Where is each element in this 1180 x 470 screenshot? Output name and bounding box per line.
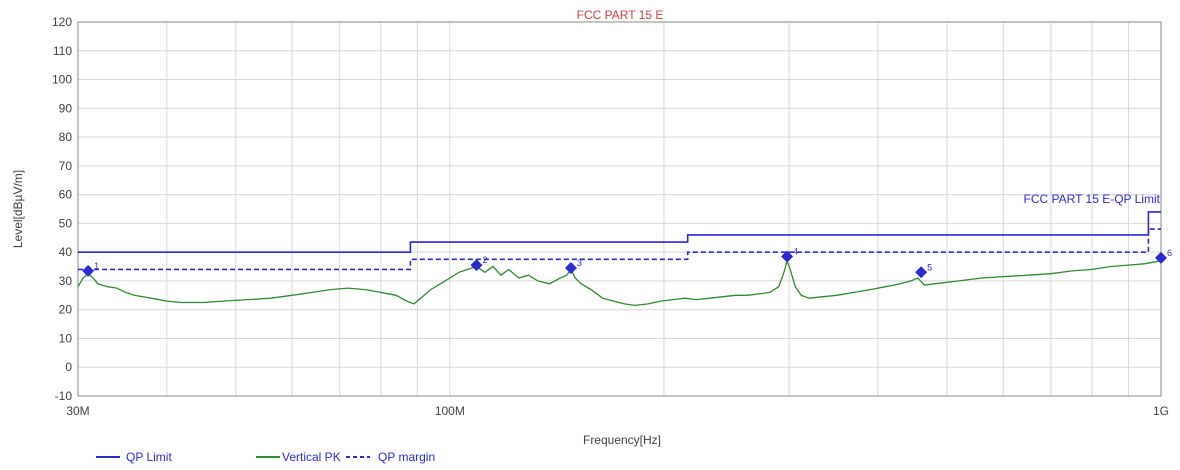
x-tick-label: 100M <box>435 404 465 418</box>
y-tick-label: 90 <box>59 101 73 115</box>
y-tick-label: -10 <box>55 389 73 403</box>
y-tick-label: 20 <box>59 303 73 317</box>
peak-marker-label: 4 <box>793 246 798 256</box>
peak-marker <box>1155 251 1167 264</box>
y-tick-label: 80 <box>59 130 73 144</box>
series-lines <box>77 211 1162 307</box>
x-tick-label: 30M <box>66 404 89 418</box>
y-tick-label: 0 <box>65 360 72 374</box>
y-axis-label: Level[dBµV/m] <box>11 170 25 248</box>
peak-marker <box>564 261 577 274</box>
y-tick-label: 100 <box>52 73 72 87</box>
limit-annotation: FCC PART 15 E-QP Limit <box>1024 192 1161 206</box>
legend-item-label: QP margin <box>378 450 435 464</box>
legend-item-label: QP Limit <box>126 450 172 464</box>
series-line-qp-limit <box>78 211 1161 253</box>
x-tick-label: 1G <box>1153 404 1169 418</box>
series-line-qp-margin <box>78 228 1161 271</box>
y-tick-label: 120 <box>52 15 72 29</box>
peak-marker-label: 6 <box>1167 248 1172 258</box>
y-tick-label: 10 <box>59 331 73 345</box>
series-line-vertical-pk <box>77 258 1162 307</box>
y-tick-label: 30 <box>59 274 73 288</box>
peak-marker-label: 3 <box>577 258 582 268</box>
y-tick-label: 70 <box>59 159 73 173</box>
legend: QP Limit Vertical PK QP margin <box>96 450 435 464</box>
peak-marker-label: 5 <box>927 262 932 272</box>
peak-marker <box>82 264 95 277</box>
peak-marker-label: 1 <box>94 261 99 271</box>
peak-markers: 1 2 3 4 5 6 <box>82 246 1172 279</box>
peak-marker <box>915 266 928 279</box>
legend-item-label: Vertical PK <box>282 450 341 464</box>
grid-lines <box>77 21 1161 397</box>
x-axis-label: Frequency[Hz] <box>583 433 661 447</box>
y-tick-label: 110 <box>53 44 72 58</box>
chart-title: FCC PART 15 E <box>577 8 664 22</box>
y-tick-label: 60 <box>59 188 73 202</box>
peak-marker <box>470 259 483 272</box>
peak-marker-label: 2 <box>482 255 487 265</box>
axis-ticks: -10 0 10 20 30 40 50 60 70 80 90 100 110 120 30M 100M 1G <box>52 15 1169 418</box>
plot-area-frame <box>77 21 1162 397</box>
y-tick-label: 50 <box>59 216 73 230</box>
y-tick-label: 40 <box>59 245 73 259</box>
peak-marker <box>781 250 794 263</box>
